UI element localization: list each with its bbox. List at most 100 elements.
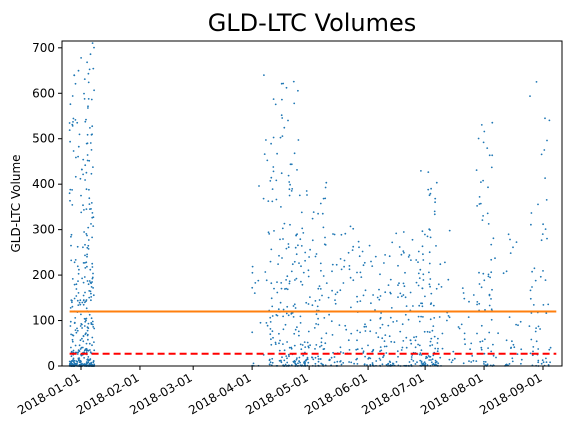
- data-point: [73, 297, 76, 300]
- data-point: [311, 239, 314, 242]
- data-point: [319, 288, 322, 290]
- data-point: [362, 351, 365, 354]
- data-point: [295, 363, 298, 366]
- data-point: [387, 284, 390, 286]
- data-point: [278, 349, 281, 352]
- data-point: [384, 291, 387, 294]
- data-point: [402, 250, 405, 253]
- data-point: [82, 173, 84, 176]
- data-point: [74, 329, 77, 331]
- data-point: [80, 194, 82, 197]
- data-point: [325, 181, 328, 184]
- data-point: [271, 200, 274, 203]
- data-point: [328, 359, 331, 362]
- data-point: [87, 322, 90, 325]
- data-point: [78, 344, 81, 347]
- data-point: [381, 337, 384, 340]
- data-point: [450, 361, 453, 364]
- data-point: [476, 301, 479, 303]
- data-point: [505, 339, 508, 342]
- data-point: [282, 315, 284, 318]
- data-point: [289, 223, 291, 226]
- data-point: [77, 155, 79, 158]
- data-point: [488, 294, 491, 297]
- data-point: [488, 304, 491, 307]
- data-point: [480, 181, 482, 184]
- data-point: [347, 339, 350, 342]
- data-point: [430, 359, 432, 361]
- data-point: [283, 222, 286, 225]
- data-point: [70, 244, 72, 247]
- data-point: [430, 361, 433, 364]
- y-axis: 0 100 200 300 400 500 600 700: [32, 41, 62, 373]
- data-point: [540, 362, 543, 365]
- data-point: [285, 247, 288, 250]
- data-point: [369, 363, 372, 366]
- data-point: [311, 217, 314, 220]
- data-point: [437, 283, 440, 286]
- data-point: [89, 127, 91, 129]
- data-point: [77, 358, 80, 361]
- data-point: [339, 258, 342, 260]
- data-point: [293, 344, 296, 347]
- data-point: [84, 301, 86, 304]
- data-point: [332, 351, 334, 354]
- data-point: [90, 361, 93, 364]
- data-point: [369, 330, 372, 333]
- data-point: [287, 243, 290, 245]
- data-point: [72, 334, 75, 337]
- data-point: [286, 288, 289, 291]
- data-point: [489, 276, 491, 279]
- data-point: [451, 359, 454, 362]
- data-point: [420, 170, 422, 172]
- data-point: [307, 269, 310, 272]
- data-point: [271, 188, 274, 191]
- data-point: [333, 356, 336, 358]
- data-point: [464, 343, 466, 346]
- data-point: [367, 357, 370, 360]
- data-point: [91, 216, 94, 219]
- data-point: [73, 283, 76, 286]
- data-point: [264, 271, 267, 273]
- data-point: [509, 252, 512, 255]
- data-point: [505, 270, 508, 273]
- data-point: [339, 360, 342, 362]
- data-point: [490, 166, 493, 169]
- data-point: [470, 342, 473, 345]
- data-point: [79, 359, 82, 362]
- data-point: [410, 259, 412, 261]
- data-point: [89, 53, 92, 56]
- data-point: [90, 202, 93, 204]
- data-point: [266, 159, 269, 162]
- data-point: [417, 343, 419, 346]
- data-point: [263, 74, 265, 76]
- data-point: [294, 279, 296, 281]
- data-point: [388, 255, 391, 258]
- data-point: [334, 293, 337, 296]
- data-point: [486, 147, 489, 150]
- data-point: [488, 331, 491, 334]
- data-point: [324, 186, 327, 189]
- data-point: [414, 346, 417, 349]
- data-point: [287, 174, 290, 177]
- data-point: [467, 316, 470, 318]
- data-point: [82, 340, 85, 343]
- data-point: [447, 278, 450, 281]
- data-point: [274, 343, 277, 345]
- data-point: [280, 282, 283, 284]
- data-point: [353, 362, 355, 365]
- data-point: [72, 150, 75, 152]
- data-point: [269, 316, 272, 319]
- data-point: [409, 339, 412, 341]
- data-point: [315, 313, 318, 316]
- data-point: [400, 295, 403, 298]
- data-point: [281, 117, 284, 119]
- data-point: [530, 338, 533, 341]
- data-point: [365, 325, 367, 328]
- data-point: [389, 292, 392, 295]
- data-point: [83, 92, 85, 95]
- data-point: [267, 200, 270, 203]
- data-point: [71, 301, 73, 304]
- data-point: [74, 317, 77, 319]
- data-point: [297, 362, 299, 365]
